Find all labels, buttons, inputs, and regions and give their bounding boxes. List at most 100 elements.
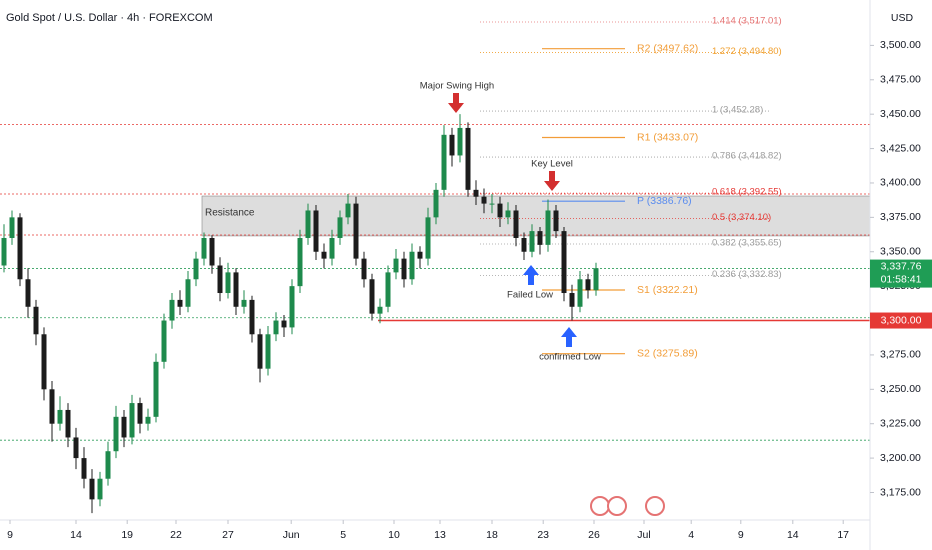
candle-body — [553, 210, 559, 232]
candle-body — [361, 258, 367, 280]
candle-body — [281, 320, 287, 328]
candle-body — [193, 258, 199, 280]
candle-body — [465, 127, 471, 190]
candle-body — [177, 299, 183, 307]
candle-body — [513, 210, 519, 238]
x-tick-label: 9 — [738, 529, 744, 541]
candle-body — [113, 416, 119, 452]
candle-body — [489, 203, 495, 205]
y-tick-label: 3,400.00 — [880, 177, 921, 189]
y-tick-label: 3,425.00 — [880, 142, 921, 154]
last-price-label: 3,337.76 — [881, 260, 922, 272]
x-tick-label: 10 — [388, 529, 400, 541]
candle-body — [161, 320, 167, 362]
candle-body — [521, 237, 527, 252]
candle-body — [305, 210, 311, 238]
candle-body — [409, 251, 415, 280]
candle-body — [1, 237, 7, 266]
candle-body — [137, 403, 143, 424]
candle-body — [417, 251, 423, 259]
candle-body — [257, 334, 263, 369]
candle-body — [185, 279, 191, 307]
support-price-label: 3,300.00 — [881, 314, 922, 326]
x-tick-label: 27 — [222, 529, 234, 541]
x-tick-label: Jul — [637, 529, 650, 541]
annotation: confirmed Low — [539, 352, 601, 363]
candle-body — [321, 251, 327, 259]
candle-body — [337, 217, 343, 238]
y-tick-label: 3,275.00 — [880, 349, 921, 361]
candle-body — [353, 203, 359, 259]
candle-body — [433, 189, 439, 218]
y-tick-label: 3,475.00 — [880, 74, 921, 86]
candle-body — [545, 210, 551, 245]
candle-body — [401, 258, 407, 280]
candle-body — [241, 299, 247, 307]
x-tick-label: 19 — [121, 529, 133, 541]
x-tick-label: 18 — [486, 529, 498, 541]
candle-body — [537, 231, 543, 245]
x-tick-label: Jun — [283, 529, 300, 541]
fib-label: 1.272 (3,494.80) — [712, 46, 782, 57]
candle-body — [393, 258, 399, 273]
candle-body — [153, 361, 159, 417]
event-icon — [645, 496, 665, 516]
fib-label: 1.414 (3,517.01) — [712, 16, 782, 27]
resistance-zone — [201, 195, 871, 237]
y-tick-label: 3,500.00 — [880, 39, 921, 51]
candle-body — [169, 299, 175, 321]
x-tick-label: 14 — [70, 529, 82, 541]
annotation-arrow — [561, 327, 577, 347]
pivot-label: R1 (3433.07) — [637, 131, 698, 143]
candle-body — [89, 478, 95, 500]
candle-body — [273, 320, 279, 335]
y-tick-label: 3,225.00 — [880, 417, 921, 429]
last-price-box — [870, 259, 932, 288]
candle-body — [265, 334, 271, 369]
candle-body — [57, 409, 63, 424]
candle-body — [441, 134, 447, 190]
pivot-label: P (3386.76) — [637, 195, 692, 207]
annotation: Key Level — [531, 159, 573, 170]
pivot-label: S1 (3322.21) — [637, 284, 698, 296]
plot-area: Resistance 1.414 (3,517.01) 1.272 (3,494.8… — [0, 16, 871, 514]
annotation: Failed Low — [507, 290, 553, 301]
fib-label: 0.618 (3,392.55) — [712, 187, 782, 198]
axes: USD 3,175.00 3,200.00 3,225.00 3,250.00 3,27… — [7, 12, 932, 541]
y-tick-label: 3,450.00 — [880, 108, 921, 120]
candle-body — [33, 306, 39, 335]
candle-body — [369, 279, 375, 314]
candle-body — [505, 210, 511, 218]
x-tick-label: 9 — [7, 529, 13, 541]
candle-body — [225, 272, 231, 294]
x-tick-label: 17 — [837, 529, 849, 541]
candle-body — [97, 478, 103, 500]
annotation-arrow — [448, 93, 464, 113]
pivot-label: S2 (3275.89) — [637, 347, 698, 359]
candle-body — [233, 272, 239, 307]
candle-body — [9, 217, 15, 238]
y-tick-label: 3,375.00 — [880, 211, 921, 223]
y-tick-label: 3,175.00 — [880, 486, 921, 498]
fib-label: 0.5 (3,374.10) — [712, 212, 771, 223]
candle-body — [105, 451, 111, 479]
candle-body — [385, 272, 391, 307]
candle-body — [577, 279, 583, 307]
y-tick-label: 3,250.00 — [880, 383, 921, 395]
candle-body — [129, 403, 135, 438]
candle-body — [473, 189, 479, 197]
candle-body — [481, 196, 487, 204]
fib-label: 0.786 (3,418.82) — [712, 151, 782, 162]
fib-label: 1 (3,452.28) — [712, 105, 763, 116]
candle-body — [17, 217, 23, 280]
y-tick-label: 3,350.00 — [880, 246, 921, 258]
candle-body — [593, 268, 599, 291]
x-tick-label: 23 — [537, 529, 549, 541]
x-tick-label: 5 — [340, 529, 346, 541]
candle-body — [425, 217, 431, 259]
candle-body — [25, 279, 31, 307]
x-tick-label: 22 — [170, 529, 182, 541]
candle-body — [569, 293, 575, 307]
